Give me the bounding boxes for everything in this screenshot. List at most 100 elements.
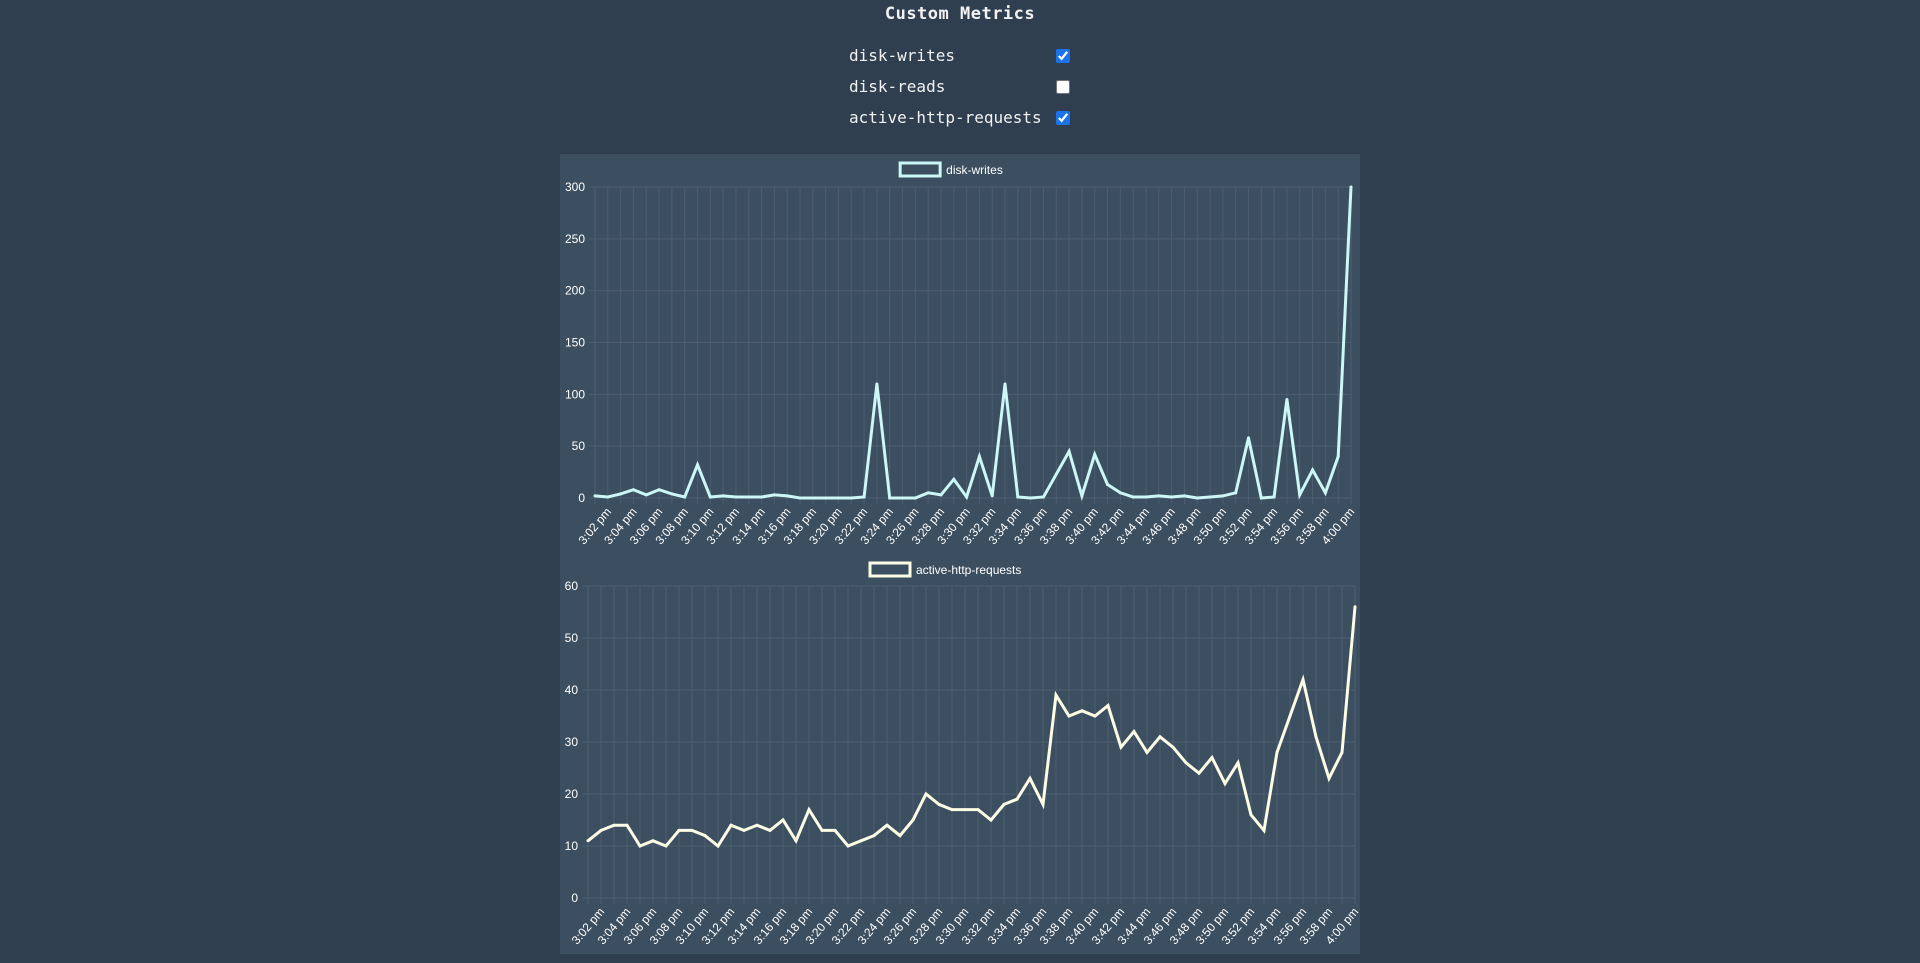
data-point	[872, 834, 876, 838]
page-title: Custom Metrics	[884, 4, 1036, 24]
data-point	[631, 488, 635, 492]
data-point	[683, 495, 687, 499]
data-point	[965, 495, 969, 499]
data-point	[1145, 750, 1149, 754]
data-point	[657, 488, 661, 492]
data-point	[703, 834, 707, 838]
data-point	[1246, 436, 1250, 440]
data-point	[1197, 771, 1201, 775]
data-point	[1301, 678, 1305, 682]
data-point	[875, 382, 879, 386]
data-point	[1158, 735, 1162, 739]
data-point	[1093, 452, 1097, 456]
y-tick-label: 50	[572, 439, 586, 453]
data-point	[1221, 494, 1225, 498]
data-point	[989, 818, 993, 822]
metric-label-active-http-requests: active-http-requests	[849, 108, 1042, 127]
metric-label-disk-writes: disk-writes	[849, 46, 955, 65]
data-point	[939, 493, 943, 497]
data-point	[1118, 491, 1122, 495]
data-point	[1234, 491, 1238, 495]
metric-row-disk-writes: disk-writes	[849, 46, 1070, 77]
data-point	[1080, 494, 1084, 498]
data-point	[807, 808, 811, 812]
data-point	[898, 834, 902, 838]
data-point	[950, 808, 954, 812]
data-point	[990, 494, 994, 498]
y-tick-label: 30	[565, 735, 579, 749]
data-point	[1336, 455, 1340, 459]
data-point	[1249, 813, 1253, 817]
data-point	[1182, 494, 1186, 498]
data-point	[1208, 495, 1212, 499]
y-tick-label: 0	[578, 491, 585, 505]
data-point	[1054, 693, 1058, 697]
data-point	[729, 823, 733, 827]
metric-checkbox-disk-writes[interactable]	[1056, 49, 1070, 63]
data-point	[1080, 709, 1084, 713]
data-point	[742, 828, 746, 832]
data-point	[1314, 735, 1318, 739]
data-point	[952, 477, 956, 481]
data-point	[824, 496, 828, 500]
data-point	[638, 844, 642, 848]
data-point	[599, 828, 603, 832]
data-point	[1157, 494, 1161, 498]
metric-checkbox-active-http-requests[interactable]	[1056, 111, 1070, 125]
data-point	[1170, 495, 1174, 499]
data-point	[785, 494, 789, 498]
legend-swatch	[898, 161, 942, 178]
data-point	[1285, 398, 1289, 402]
data-point	[1184, 761, 1188, 765]
data-point	[760, 495, 764, 499]
data-point	[612, 823, 616, 827]
data-point	[1016, 495, 1020, 499]
y-tick-label: 150	[565, 336, 585, 350]
legend-label: active-http-requests	[916, 563, 1021, 577]
data-point	[747, 495, 751, 499]
data-point	[901, 496, 905, 500]
data-point	[1041, 802, 1045, 806]
data-point	[1327, 776, 1331, 780]
data-point	[924, 792, 928, 796]
metric-checkbox-disk-reads[interactable]	[1056, 80, 1070, 94]
y-tick-label: 20	[565, 787, 579, 801]
y-tick-label: 40	[565, 683, 579, 697]
data-point	[836, 496, 840, 500]
data-point	[862, 495, 866, 499]
data-point	[1015, 797, 1019, 801]
series-line-disk-writes	[594, 186, 1353, 502]
data-point	[625, 823, 629, 827]
data-point	[1028, 776, 1032, 780]
data-point	[772, 493, 776, 497]
data-point	[664, 844, 668, 848]
data-point	[849, 496, 853, 500]
data-point	[937, 802, 941, 806]
data-point	[811, 496, 815, 500]
data-point	[1323, 491, 1327, 495]
metric-label-disk-reads: disk-reads	[849, 77, 946, 96]
data-point	[670, 492, 674, 496]
data-point	[1340, 750, 1344, 754]
data-point	[644, 493, 648, 497]
data-point	[1067, 714, 1071, 718]
data-point	[1003, 382, 1007, 386]
data-point	[913, 496, 917, 500]
metric-row-active-http-requests: active-http-requests	[849, 108, 1070, 139]
y-tick-label: 100	[565, 387, 585, 401]
data-point	[1195, 496, 1199, 500]
data-point	[708, 495, 712, 499]
metric-toggle-list: disk-writes disk-reads active-http-reque…	[849, 46, 1070, 139]
y-tick-label: 0	[571, 891, 578, 905]
data-point	[1144, 495, 1148, 499]
data-point	[651, 839, 655, 843]
data-point	[716, 844, 720, 848]
data-point	[606, 495, 610, 499]
data-point	[926, 491, 930, 495]
data-point	[1262, 828, 1266, 832]
data-point	[1259, 496, 1263, 500]
data-point	[1272, 495, 1276, 499]
data-point	[1029, 496, 1033, 500]
data-point	[1353, 605, 1357, 609]
y-tick-label: 50	[565, 631, 579, 645]
